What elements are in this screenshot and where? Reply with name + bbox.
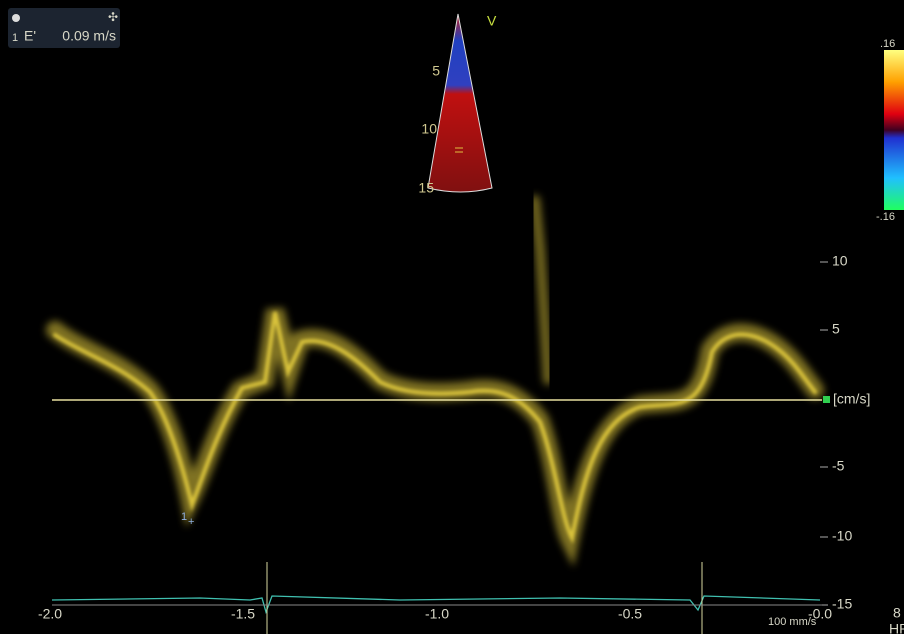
- scale-max: .16: [880, 38, 895, 50]
- cursor-label: 1: [181, 511, 187, 523]
- measurement-value: 0.09 m/s: [62, 28, 116, 44]
- ecg-trace: [51, 595, 821, 615]
- measurement-box: [8, 8, 120, 48]
- color-sector: [427, 13, 493, 193]
- color-bar: [884, 50, 904, 210]
- scale-min: -.16: [876, 211, 895, 223]
- measurement-label: E': [24, 28, 36, 44]
- velocity-tick-label: -15: [832, 596, 852, 612]
- time-tick-label: -2.0: [38, 606, 62, 622]
- axis-ticks: [820, 261, 828, 606]
- time-tick-label: -0.0: [808, 606, 832, 622]
- time-tick-label: -1.5: [231, 606, 255, 622]
- velocity-tick-label: 10: [832, 253, 848, 269]
- icon: [12, 14, 20, 22]
- heart-rate-label: HR: [889, 621, 904, 634]
- measurement-index: 1: [12, 32, 18, 44]
- heart-rate-value: 8: [893, 605, 901, 621]
- sweep-speed: 100 mm/s: [768, 616, 817, 628]
- cursor-cross[interactable]: +: [188, 516, 194, 528]
- velocity-tick-label: -5: [832, 458, 845, 474]
- velocity-unit: [cm/s]: [833, 391, 870, 407]
- move-icon[interactable]: ✣: [108, 10, 118, 24]
- velocity-tick-label: -10: [832, 528, 852, 544]
- sector-label: V: [487, 13, 497, 29]
- time-tick-label: -0.5: [618, 606, 642, 622]
- depth-label: 15: [418, 180, 434, 196]
- doppler-signal: [46, 195, 824, 568]
- time-tick-label: -1.0: [425, 606, 449, 622]
- depth-label: 5: [432, 63, 440, 79]
- depth-label: 10: [421, 121, 437, 137]
- velocity-tick-label: 5: [832, 321, 840, 337]
- baseline-handle[interactable]: [823, 396, 830, 403]
